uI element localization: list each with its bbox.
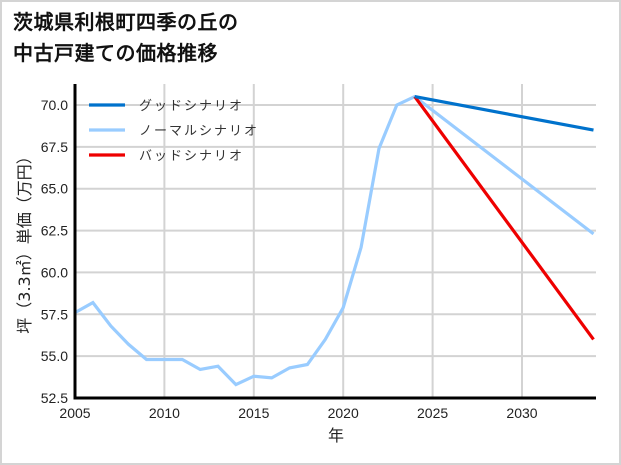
data-series [74,94,595,387]
x-tick-label: 2015 [238,405,269,421]
legend-item: ノーマルシナリオ [89,124,259,139]
chart-title-line-1: 茨城県利根町四季の丘の [13,10,239,34]
y-axis-ticks: 52.5 55.0 57.5 60.0 62.5 65.0 67.5 70.0 [41,97,68,406]
y-tick-label: 65.0 [41,181,68,197]
axes [73,84,596,400]
x-axis-label: 年 [328,426,344,445]
legend-item: グッドシナリオ [89,99,244,114]
legend-label: バッドシナリオ [139,149,244,164]
chart-title-line-2: 中古戸建ての価格推移 [13,41,218,65]
y-tick-label: 55.0 [41,348,68,364]
y-tick-label: 67.5 [41,139,68,155]
y-tick-label: 60.0 [41,264,68,280]
x-tick-label: 2005 [59,405,90,421]
y-tick-label: 70.0 [41,97,68,113]
y-axis-label: 坪（3.3㎡）単価（万円） [15,148,34,333]
chart-title: 茨城県利根町四季の丘の 中古戸建ての価格推移 [13,7,239,69]
legend-label: ノーマルシナリオ [139,124,259,139]
x-tick-label: 2030 [506,405,537,421]
series-line-0 [414,95,594,132]
series-line-1 [74,94,595,387]
y-tick-label: 57.5 [41,306,68,322]
legend-label: グッドシナリオ [139,99,244,114]
x-tick-label: 2025 [417,405,448,421]
x-tick-label: 2010 [149,405,180,421]
x-axis-ticks: 2005 2010 2015 2020 2025 2030 [59,405,537,421]
legend-item: バッドシナリオ [89,149,244,164]
series-line-2 [413,95,595,341]
y-tick-label: 52.5 [41,390,68,406]
y-tick-label: 62.5 [41,223,68,239]
x-tick-label: 2020 [328,405,359,421]
